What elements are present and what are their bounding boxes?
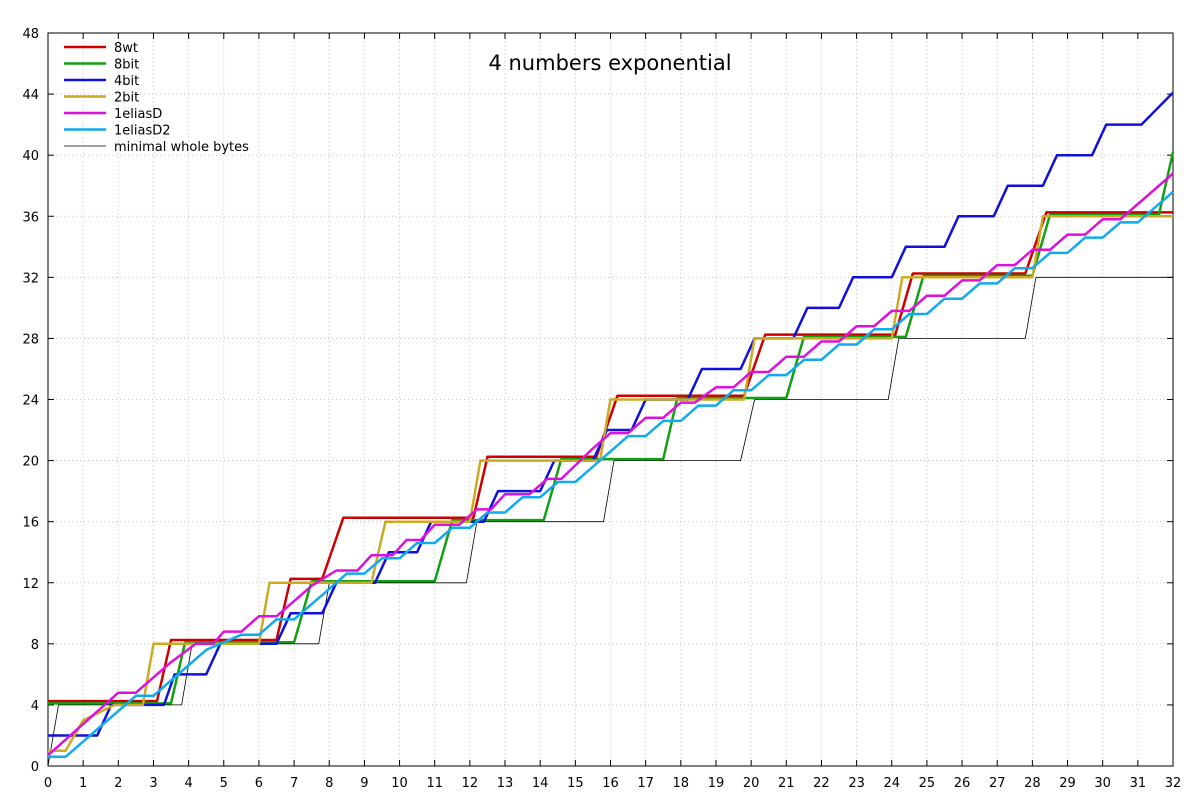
- x-tick-label: 0: [44, 776, 52, 791]
- series-line-1eliasD2: [48, 190, 1174, 759]
- x-tick-label: 16: [602, 776, 619, 791]
- x-tick-label: 1: [79, 776, 87, 791]
- y-tick-label: 48: [22, 27, 39, 42]
- x-tick-label: 26: [954, 776, 971, 791]
- legend-label: minimal whole bytes: [114, 140, 249, 155]
- x-tick-label: 5: [220, 776, 228, 791]
- series-lines: [47, 91, 1175, 767]
- legend-label: 2bit: [114, 91, 139, 106]
- x-tick-label: 25: [919, 776, 936, 791]
- y-tick-label: 24: [22, 394, 39, 409]
- x-tick-label: 28: [1024, 776, 1041, 791]
- x-tick-label: 32: [1165, 776, 1182, 791]
- tick-marks: [47, 32, 1174, 767]
- y-tick-label: 40: [22, 149, 39, 164]
- x-tick-label: 6: [255, 776, 263, 791]
- y-tick-label: 20: [22, 455, 39, 470]
- x-tick-label: 3: [149, 776, 157, 791]
- x-tick-label: 13: [497, 776, 514, 791]
- y-tick-label: 32: [22, 271, 39, 286]
- x-tick-label: 7: [290, 776, 298, 791]
- x-tick-label: 24: [883, 776, 900, 791]
- chart-title: 4 numbers exponential: [488, 51, 731, 75]
- series-line-1eliasD: [47, 172, 1174, 757]
- x-tick-label: 20: [743, 776, 760, 791]
- x-axis-tick-labels: 0 1 2 3 4 5 6 7 8 9 10 11 12 13 14 15 16 17 18 19 20 21 22 23 24…: [44, 776, 1181, 791]
- x-tick-label: 17: [637, 776, 654, 791]
- y-tick-label: 0: [31, 760, 39, 775]
- legend-label: 1eliasD: [114, 107, 162, 122]
- series-line-2bit: [48, 215, 1173, 752]
- y-tick-label: 4: [31, 699, 39, 714]
- series-line-8bit: [48, 151, 1175, 705]
- x-tick-label: 31: [1130, 776, 1147, 791]
- legend-label: 8wt: [114, 41, 138, 56]
- y-tick-label: 28: [22, 332, 39, 347]
- legend-label: 8bit: [114, 58, 139, 73]
- y-tick-label: 16: [22, 516, 39, 531]
- x-tick-label: 19: [708, 776, 725, 791]
- x-tick-label: 18: [673, 776, 690, 791]
- x-tick-label: 11: [426, 776, 443, 791]
- legend-label: 1eliasD2: [114, 124, 171, 139]
- x-tick-label: 4: [184, 776, 192, 791]
- x-tick-label: 15: [567, 776, 584, 791]
- x-tick-label: 30: [1094, 776, 1111, 791]
- x-tick-label: 23: [848, 776, 865, 791]
- x-tick-label: 10: [391, 776, 408, 791]
- x-tick-label: 9: [360, 776, 368, 791]
- y-tick-label: 44: [22, 88, 39, 103]
- x-tick-label: 21: [778, 776, 795, 791]
- x-tick-label: 27: [989, 776, 1006, 791]
- y-tick-label: 36: [22, 210, 39, 225]
- legend-label: 4bit: [114, 74, 139, 89]
- x-tick-label: 8: [325, 776, 333, 791]
- x-tick-label: 22: [813, 776, 830, 791]
- y-tick-label: 8: [31, 638, 39, 653]
- x-tick-label: 2: [114, 776, 122, 791]
- x-tick-label: 12: [462, 776, 479, 791]
- x-tick-label: 29: [1059, 776, 1076, 791]
- y-tick-label: 12: [22, 577, 39, 592]
- x-tick-label: 14: [532, 776, 549, 791]
